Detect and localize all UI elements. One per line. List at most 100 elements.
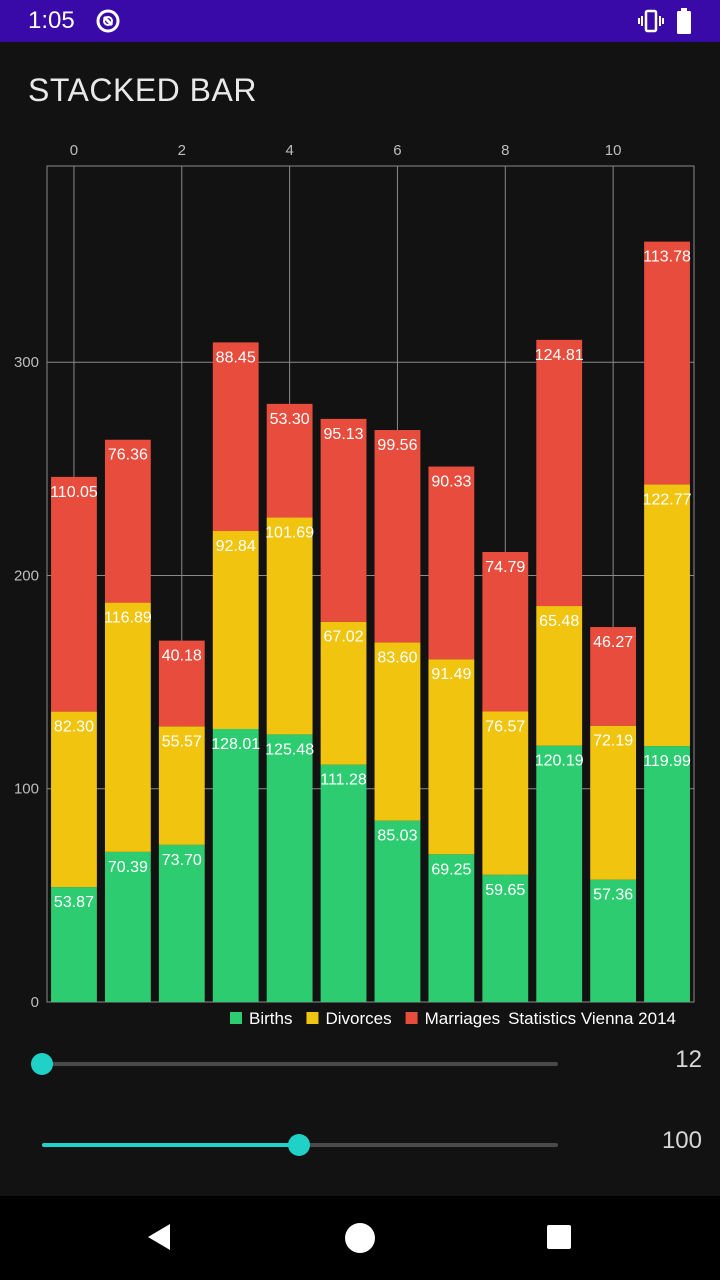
x-tick-label: 6	[393, 142, 401, 159]
bar-value-label: 95.13	[324, 426, 364, 443]
plot-frame	[46, 165, 695, 1003]
bar-value-label: 83.60	[377, 649, 417, 666]
bar-value-label: 124.81	[535, 347, 584, 364]
bar-segment-marriages	[374, 430, 421, 643]
recents-icon[interactable]	[546, 1224, 572, 1250]
bar-segment-births	[644, 746, 690, 1002]
legend-swatch-marriages	[405, 1012, 418, 1024]
bar-segment-divorces	[590, 725, 637, 880]
bar-segment-births	[212, 728, 259, 1002]
bar-value-label: 70.39	[108, 859, 148, 876]
bar-segment-divorces	[266, 517, 313, 735]
slider-fill	[42, 1143, 299, 1147]
legend-swatch-births	[230, 1012, 242, 1024]
x-count-value: 12	[675, 1046, 702, 1073]
bar-value-label: 59.65	[485, 882, 525, 899]
bar-value-label: 65.48	[539, 613, 579, 630]
navigation-bar	[0, 1196, 720, 1280]
bar-segment-marriages	[212, 342, 259, 532]
bar-segment-divorces	[51, 711, 97, 888]
bar-value-label: 46.27	[593, 634, 633, 651]
y-tick-label: 300	[14, 354, 39, 371]
bar-value-label: 101.69	[265, 525, 314, 542]
y-tick-label: 200	[14, 567, 39, 584]
bar-value-label: 113.78	[643, 249, 691, 266]
bar-segment-births	[374, 820, 421, 1002]
bar-value-label: 110.05	[50, 484, 98, 501]
bar-segment-divorces	[644, 484, 690, 747]
bar-segment-births	[266, 734, 313, 1002]
bar-segment-births	[158, 844, 205, 1002]
bar-segment-divorces	[320, 621, 367, 765]
legend-swatch-divorces	[306, 1012, 319, 1024]
bar-segment-births	[104, 851, 151, 1002]
bar-value-label: 53.30	[270, 411, 310, 428]
bar-value-label: 69.25	[431, 861, 471, 878]
y-tick-label: 100	[14, 781, 39, 798]
bar-value-label: 88.45	[216, 349, 256, 366]
bar-segment-divorces	[482, 711, 529, 875]
bar-segment-divorces	[158, 726, 205, 845]
bar-segment-divorces	[374, 642, 421, 821]
status-time: 1:05	[28, 7, 75, 34]
bar-value-label: 90.33	[431, 474, 471, 491]
x-tick-label: 2	[178, 142, 186, 159]
bar-value-label: 82.30	[54, 719, 94, 736]
y-range-slider[interactable]	[40, 1125, 558, 1165]
bar-value-label: 92.84	[216, 538, 256, 555]
bar-segment-marriages	[590, 627, 637, 726]
battery-icon	[677, 8, 691, 34]
x-count-slider[interactable]	[31, 1044, 558, 1084]
bar-segment-marriages	[482, 551, 529, 712]
slider-thumb[interactable]	[288, 1134, 310, 1156]
bar-segment-births	[536, 745, 583, 1002]
chart-svg[interactable]: 0 2 4 6 8 10010020030053.8782.30110.0570.3911…	[0, 130, 720, 1040]
x-tick-label: 8	[501, 142, 509, 159]
stacked-bar-chart[interactable]: 0 2 4 6 8 10 0 100 200 300 53.87 82.30 110.05 70.39 11…	[0, 130, 720, 1040]
slider-track[interactable]	[42, 1062, 558, 1066]
home-icon[interactable]	[344, 1222, 376, 1254]
cast-icon	[96, 9, 120, 33]
slider-thumb[interactable]	[31, 1053, 53, 1075]
bar-value-label: 120.19	[535, 753, 584, 770]
bar-segment-marriages	[428, 466, 475, 660]
legend-label: Births	[249, 1009, 292, 1028]
bar-segment-marriages	[266, 403, 313, 518]
x-tick-label: 10	[605, 142, 622, 159]
x-tick-label: 4	[285, 142, 293, 159]
bar-segment-divorces	[428, 659, 475, 855]
bar-segment-divorces	[536, 606, 583, 746]
legend-label: Divorces	[325, 1009, 391, 1028]
bar-value-label: 99.56	[377, 437, 417, 454]
bar-value-label: 85.03	[377, 828, 417, 845]
back-icon[interactable]	[146, 1222, 172, 1252]
x-tick-label: 0	[70, 142, 78, 159]
y-tick-label: 0	[31, 994, 39, 1011]
bar-segment-marriages	[536, 339, 583, 607]
bar-value-label: 122.77	[643, 491, 692, 508]
page-title: STACKED BAR	[28, 72, 257, 108]
bar-value-label: 57.36	[593, 887, 633, 904]
legend-caption: Statistics Vienna 2014	[508, 1009, 676, 1028]
bar-value-label: 67.02	[324, 629, 364, 646]
bar-value-label: 91.49	[431, 666, 471, 683]
bar-value-label: 116.89	[104, 610, 152, 627]
bar-segment-births	[320, 764, 367, 1002]
bar-segment-marriages	[320, 418, 367, 622]
bar-segment-marriages	[51, 476, 97, 712]
bar-value-label: 74.79	[485, 559, 525, 576]
bar-value-label: 125.48	[265, 741, 314, 758]
bar-value-label: 111.28	[320, 772, 367, 789]
bar-segment-divorces	[212, 531, 259, 729]
bar-segment-births	[428, 854, 475, 1002]
bar-value-label: 55.57	[162, 733, 202, 750]
bar-value-label: 53.87	[54, 894, 94, 911]
bar-value-label: 40.18	[162, 648, 202, 665]
bar-value-label: 128.01	[211, 736, 260, 753]
vibrate-icon	[638, 9, 664, 33]
bar-value-label: 76.36	[108, 447, 148, 464]
bar-segment-births	[590, 879, 637, 1002]
bar-segment-divorces	[104, 602, 151, 852]
bar-value-label: 119.99	[643, 753, 691, 770]
bar-value-label: 72.19	[593, 733, 633, 750]
